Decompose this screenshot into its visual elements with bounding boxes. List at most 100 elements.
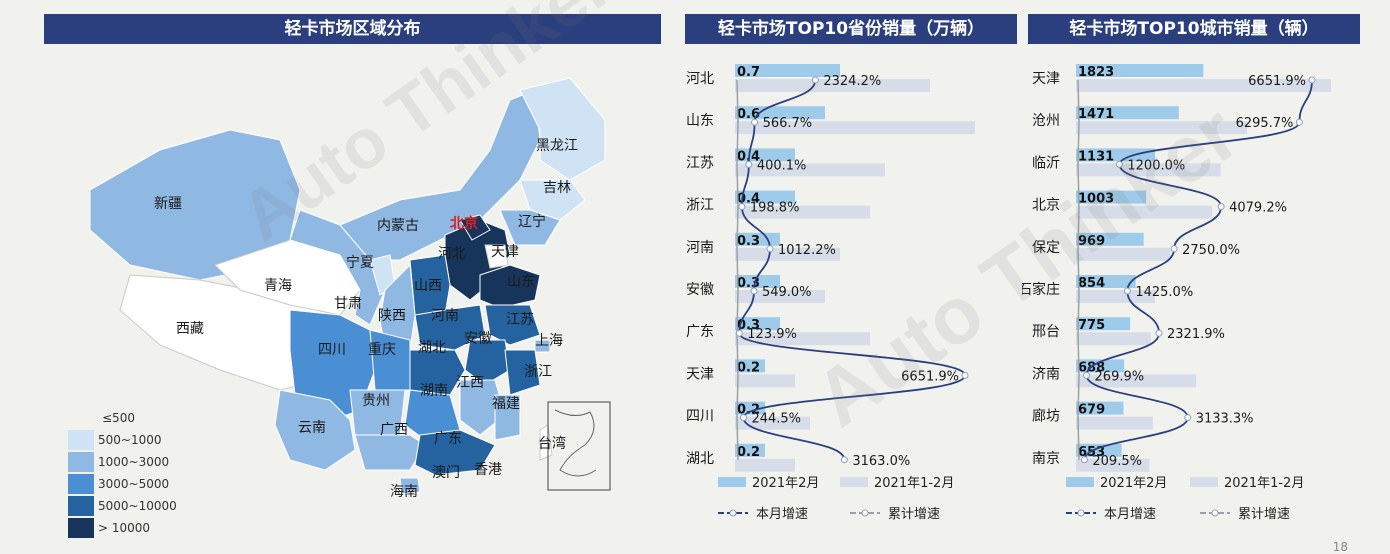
map-label: 山西	[414, 278, 442, 294]
bar-value-label: 969	[1078, 234, 1105, 249]
growth-point	[1115, 160, 1123, 168]
map-label: 四川	[318, 342, 346, 358]
region-taiwan	[539, 424, 553, 461]
growth-point	[766, 245, 774, 253]
region-yunnan	[274, 389, 356, 471]
inset-coast	[554, 409, 597, 477]
bar-value-label: 1471	[1078, 107, 1114, 122]
map-label: 江苏	[506, 312, 534, 328]
growth-point	[1184, 414, 1192, 422]
growth-label: 6651.9%	[1248, 74, 1306, 89]
bar-cumulative	[735, 247, 840, 261]
growth-label: 400.1%	[757, 158, 807, 173]
legend-swatch	[68, 474, 94, 494]
map-label: 江西	[456, 375, 484, 391]
map-label: 山东	[507, 274, 535, 290]
region-tianjin	[484, 244, 509, 269]
province-panel-header: 轻卡市场TOP10省份销量（万辆）	[685, 14, 1017, 44]
map-label: 甘肃	[334, 296, 362, 312]
category-label: 安徽	[686, 282, 714, 298]
growth-point	[1308, 76, 1316, 84]
legend-swatch-month	[718, 477, 746, 487]
city-chart: 天津 1823 沧州 1471 临沂 1131 北京 1003 保定 969 石家庄 854 邢台 775…	[1022, 64, 1331, 522]
category-label: 天津	[1032, 71, 1060, 87]
growth-point	[1123, 287, 1131, 295]
legend-label: 1000~3000	[98, 455, 169, 469]
bar-month	[1076, 275, 1136, 288]
bar-value-label: 688	[1078, 360, 1105, 375]
growth-point	[1083, 371, 1091, 379]
region-hainan	[399, 477, 421, 495]
legend-label: 2021年1-2月	[874, 476, 954, 491]
bar-cumulative	[1076, 374, 1197, 388]
map-legend: ≤500 500~1000 1000~3000 3000~5000 5000~10000…	[68, 411, 177, 538]
category-label: 浙江	[686, 198, 714, 214]
map-label: 澳门	[432, 465, 460, 481]
bar-cumulative	[1076, 458, 1150, 472]
bar-cumulative	[1076, 332, 1151, 346]
growth-label: 269.9%	[1095, 369, 1145, 384]
line-cumulative-growth	[736, 79, 739, 460]
region-shanghai	[534, 339, 551, 353]
bar-value-label: 0.2	[737, 445, 760, 460]
bar-month	[735, 443, 765, 457]
bar-value-label: 775	[1078, 318, 1105, 333]
bar-month	[1076, 106, 1179, 120]
category-label: 保定	[1032, 240, 1060, 256]
growth-point	[1217, 203, 1225, 211]
south-china-sea-inset	[547, 401, 611, 491]
growth-label: 123.9%	[747, 327, 797, 342]
legend-label: 2021年2月	[752, 476, 819, 491]
category-label: 济南	[1032, 366, 1060, 382]
category-label: 广东	[686, 324, 714, 340]
map-panel-header: 轻卡市场区域分布	[44, 14, 661, 44]
bar-value-label: 0.2	[737, 360, 760, 375]
bar-value-label: 679	[1078, 403, 1105, 418]
map-label: 广西	[380, 422, 408, 438]
map-label: 香港	[474, 462, 502, 478]
bar-month	[1076, 401, 1124, 415]
growth-point	[738, 203, 746, 211]
growth-label: 4079.2%	[1229, 201, 1287, 216]
category-label: 河南	[686, 240, 714, 256]
legend-swatch-cumulative	[1190, 477, 1218, 487]
city-panel-header: 轻卡市场TOP10城市销量（辆）	[1028, 14, 1360, 44]
bar-cumulative	[1076, 247, 1171, 261]
bar-cumulative	[1076, 290, 1155, 303]
growth-point	[840, 456, 848, 464]
growth-label: 209.5%	[1092, 454, 1142, 469]
growth-point	[1295, 118, 1303, 126]
bar-month	[735, 275, 780, 288]
province-chart: 河北 0.7山东 0.6江苏 0.4浙江 0.4河南 0.3安徽 0.3广东 0.3天津 0.2…	[686, 64, 975, 522]
category-label: 邢台	[1032, 324, 1060, 340]
growth-point	[811, 76, 819, 84]
map-label: 湖南	[420, 383, 448, 399]
line-month-growth	[1083, 79, 1313, 461]
map-label: 天津	[491, 244, 519, 260]
growth-label: 6651.9%	[901, 369, 959, 384]
category-label: 南京	[1032, 451, 1060, 467]
category-label: 四川	[686, 409, 714, 425]
growth-point	[750, 287, 758, 295]
bar-cumulative	[1076, 163, 1221, 177]
growth-point	[1170, 245, 1178, 253]
legend-label: > 10000	[98, 521, 150, 535]
category-label: 廊坊	[1032, 408, 1060, 425]
legend-swatch-cumulative	[840, 477, 868, 487]
legend-swatch	[68, 430, 94, 450]
legend-label: 2021年1-2月	[1224, 476, 1304, 491]
region-heilongjiang	[519, 77, 606, 181]
growth-label: 566.7%	[763, 116, 813, 131]
bar-cumulative	[735, 374, 795, 388]
category-label: 江苏	[686, 155, 714, 171]
growth-point	[739, 414, 747, 422]
category-label: 北京	[1032, 198, 1060, 214]
map-label: 安徽	[464, 331, 492, 347]
bar-month	[735, 317, 780, 331]
growth-label: 198.8%	[750, 201, 800, 216]
region-liaoning	[499, 209, 561, 246]
legend-swatch	[68, 496, 94, 516]
region-jiangsu	[484, 304, 541, 346]
bar-value-label: 0.6	[737, 107, 760, 122]
